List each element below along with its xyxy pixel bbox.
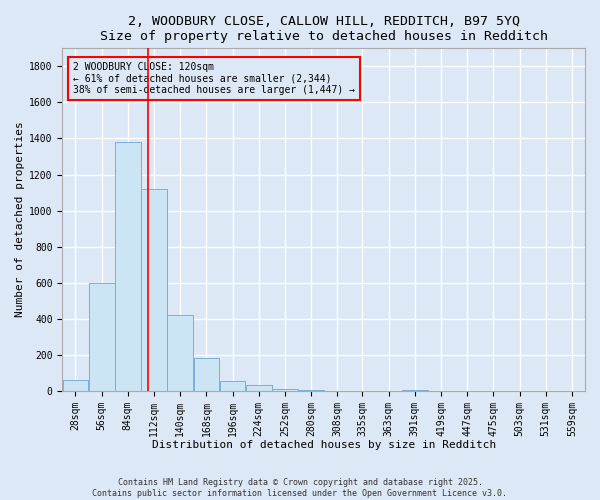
Bar xyxy=(167,315,193,391)
Bar xyxy=(194,358,219,391)
Text: 2 WOODBURY CLOSE: 120sqm
← 61% of detached houses are smaller (2,344)
38% of sem: 2 WOODBURY CLOSE: 120sqm ← 61% of detach… xyxy=(73,62,355,95)
Bar xyxy=(272,389,298,391)
Bar xyxy=(89,282,115,391)
Bar xyxy=(141,189,167,391)
Bar xyxy=(115,142,140,391)
Bar xyxy=(402,390,428,391)
Bar xyxy=(62,380,88,391)
Y-axis label: Number of detached properties: Number of detached properties xyxy=(15,122,25,318)
Text: Contains HM Land Registry data © Crown copyright and database right 2025.
Contai: Contains HM Land Registry data © Crown c… xyxy=(92,478,508,498)
Title: 2, WOODBURY CLOSE, CALLOW HILL, REDDITCH, B97 5YQ
Size of property relative to d: 2, WOODBURY CLOSE, CALLOW HILL, REDDITCH… xyxy=(100,15,548,43)
X-axis label: Distribution of detached houses by size in Redditch: Distribution of detached houses by size … xyxy=(152,440,496,450)
Bar xyxy=(220,381,245,391)
Bar xyxy=(246,386,272,391)
Bar xyxy=(298,390,324,391)
